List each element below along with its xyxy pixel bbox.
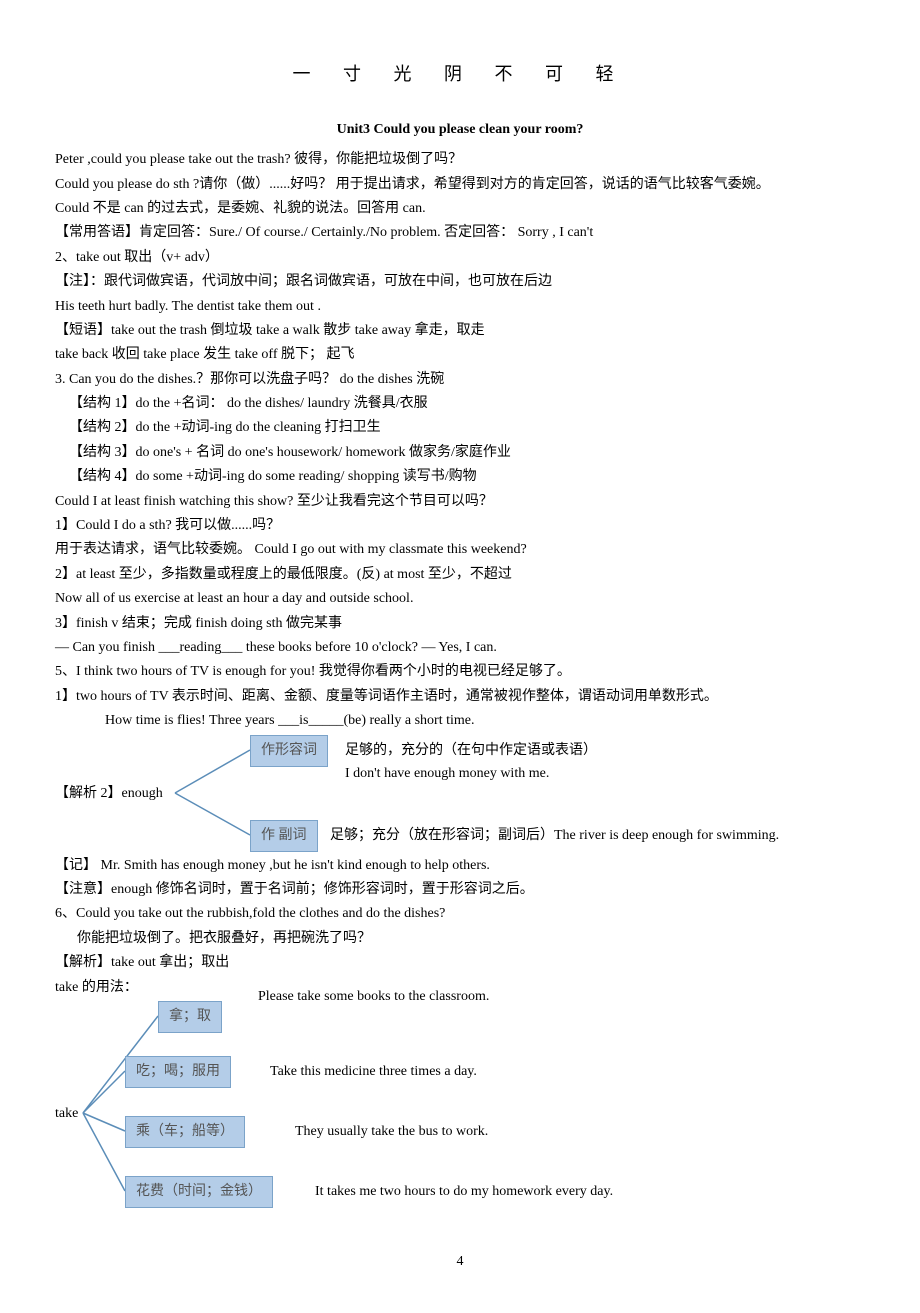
take-label: take <box>55 1103 78 1125</box>
text-line: Now all of us exercise at least an hour … <box>55 588 865 610</box>
adjective-box: 作形容词 <box>250 735 328 767</box>
text-line: 3. Can you do the dishes.？那你可以洗盘子吗？ do t… <box>55 369 865 391</box>
take-meaning-box-2: 吃；喝；服用 <box>125 1056 231 1088</box>
unit-title: Unit3 Could you please clean your room? <box>55 119 865 141</box>
text-line: 3】finish v 结束；完成 finish doing sth 做完某事 <box>55 613 865 635</box>
text-line: 1】Could I do a sth? 我可以做......吗？ <box>55 515 865 537</box>
text-line: Peter ,could you please take out the tra… <box>55 149 865 171</box>
take-meaning-box-3: 乘（车；船等） <box>125 1116 245 1148</box>
take-example-1: Please take some books to the classroom. <box>258 986 489 1008</box>
take-example-3: They usually take the bus to work. <box>295 1121 488 1143</box>
text-line: 【注意】enough 修饰名词时，置于名词前；修饰形容词时，置于形容词之后。 <box>55 879 865 901</box>
text-line: 【结构 2】do the +动词-ing do the cleaning 打扫卫… <box>55 417 865 439</box>
enough-adj-example: I don't have enough money with me. <box>345 763 549 785</box>
text-line: 5、I think two hours of TV is enough for … <box>55 661 865 683</box>
take-meaning-box-4: 花费（时间；金钱） <box>125 1176 273 1208</box>
text-line: take back 收回 take place 发生 take off 脱下； … <box>55 344 865 366</box>
page-number: 4 <box>55 1251 865 1273</box>
text-line: — Can you finish ___reading___ these boo… <box>55 637 865 659</box>
take-example-2: Take this medicine three times a day. <box>270 1061 477 1083</box>
text-line: 【注】：跟代词做宾语，代词放中间；跟名词做宾语，可放在中间，也可放在后边 <box>55 271 865 293</box>
text-line: Could I at least finish watching this sh… <box>55 491 865 513</box>
take-meaning-box-1: 拿；取 <box>158 1001 222 1033</box>
enough-diagram: 【解析 2】enough 作形容词 足够的，充分的（在句中作定语或表语） I d… <box>55 735 865 855</box>
text-line: 6、Could you take out the rubbish,fold th… <box>55 903 865 925</box>
take-diagram: take 拿；取 Please take some books to the c… <box>55 1001 865 1221</box>
text-line: Could you please do sth ?请你（做）......好吗？ … <box>55 174 865 196</box>
enough-adj-desc: 足够的，充分的（在句中作定语或表语） <box>345 740 597 762</box>
text-line: His teeth hurt badly. The dentist take t… <box>55 296 865 318</box>
header-title: 一 寸 光 阴 不 可 轻 <box>55 60 865 89</box>
text-line: 【短语】take out the trash 倒垃圾 take a walk 散… <box>55 320 865 342</box>
text-line: 2】at least 至少，多指数量或程度上的最低限度。(反) at most … <box>55 564 865 586</box>
take-example-4: It takes me two hours to do my homework … <box>315 1181 613 1203</box>
text-line: 1】two hours of TV 表示时间、距离、金额、度量等词语作主语时，通… <box>55 686 865 708</box>
text-line: 【结构 1】do the +名词： do the dishes/ laundry… <box>55 393 865 415</box>
text-line: 【常用答语】肯定回答：Sure./ Of course./ Certainly.… <box>55 222 865 244</box>
adverb-box: 作 副词 <box>250 820 318 852</box>
text-line: 你能把垃圾倒了。把衣服叠好，再把碗洗了吗？ <box>55 928 865 950</box>
text-line: 【结构 3】do one's + 名词 do one's housework/ … <box>55 442 865 464</box>
text-line: Could 不是 can 的过去式，是委婉、礼貌的说法。回答用 can. <box>55 198 865 220</box>
text-line: 2、take out 取出（v+ adv） <box>55 247 865 269</box>
text-line: How time is flies! Three years ___is____… <box>55 710 865 732</box>
text-line: 【结构 4】do some +动词-ing do some reading/ s… <box>55 466 865 488</box>
text-line: 【记】 Mr. Smith has enough money ,but he i… <box>55 855 865 877</box>
text-line: 用于表达请求，语气比较委婉。 Could I go out with my cl… <box>55 539 865 561</box>
enough-label: 【解析 2】enough <box>55 783 163 805</box>
text-line: 【解析】take out 拿出；取出 <box>55 952 865 974</box>
enough-adv-desc: 足够；充分（放在形容词；副词后）The river is deep enough… <box>330 825 779 847</box>
